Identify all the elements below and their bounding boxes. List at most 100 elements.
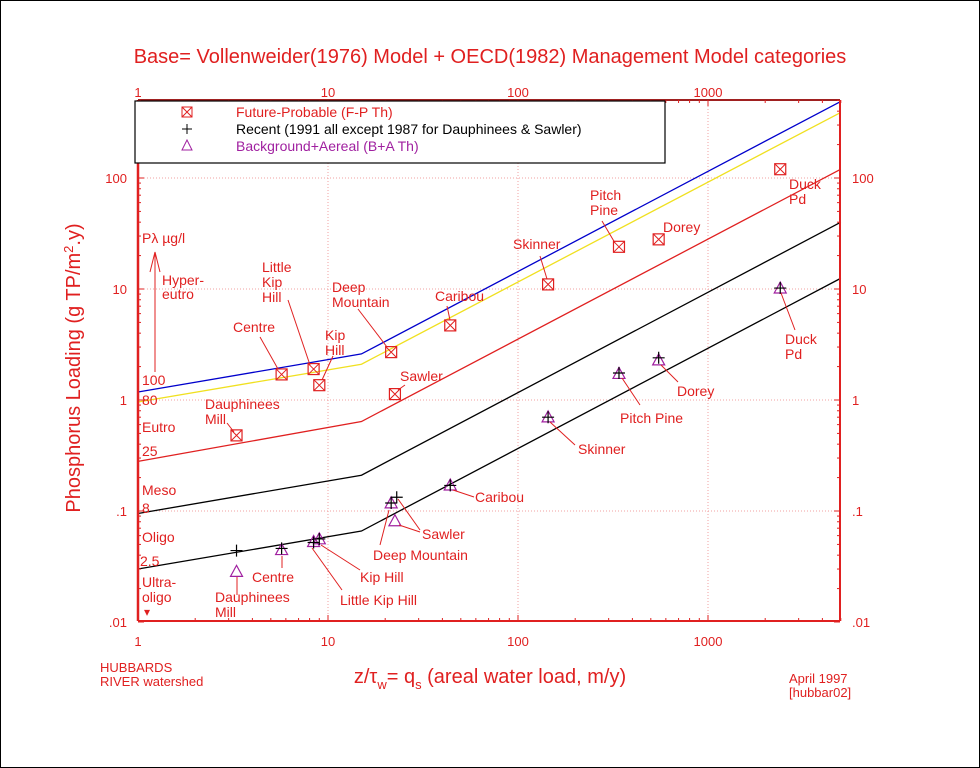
fp-marker xyxy=(385,346,398,359)
x-tick-label-bottom: 100 xyxy=(507,634,529,649)
fp-marker-cross xyxy=(389,388,401,400)
trophic-category-labels: Pλ µg/l Hyper-eutro 100 80 Eutro 25 Meso 8 Oligo… xyxy=(140,230,204,619)
fp-point-label: Duck xyxy=(789,176,822,192)
y-tick-label-right: .01 xyxy=(852,615,870,630)
fp-marker xyxy=(230,429,243,442)
fp-point-label: Kip xyxy=(325,327,345,343)
fp-leader-line xyxy=(539,255,548,280)
ba-point-label: Caribou xyxy=(475,489,524,505)
fp-marker xyxy=(313,379,326,392)
category-label: 80 xyxy=(142,392,158,408)
recent-marker xyxy=(230,544,243,557)
ba-leader-line xyxy=(660,364,679,383)
x-tick-label-bottom: 1 xyxy=(134,634,141,649)
legend-marker-triangle xyxy=(181,138,193,151)
legend-entry-label: Recent (1991 all except 1987 for Dauphin… xyxy=(236,121,582,137)
ba-leader-line xyxy=(549,421,576,446)
ba-point-label: Pitch Pine xyxy=(620,410,683,426)
fp-point-label: Pine xyxy=(590,202,618,218)
watershed-label: HUBBARDS xyxy=(100,660,173,675)
ba-leader-line xyxy=(320,544,361,571)
fp-marker-cross xyxy=(385,346,398,358)
category-label: Oligo xyxy=(142,529,175,545)
x-tick-label-top: 10 xyxy=(321,85,335,100)
model-line xyxy=(137,100,842,393)
ba-leader-line xyxy=(398,524,421,533)
ba-marker xyxy=(274,542,289,556)
watershed-label: RIVER watershed xyxy=(100,674,203,689)
x-tick-label-top: 1 xyxy=(134,85,141,100)
fp-marker-cross xyxy=(444,319,457,332)
chart-title: Base= Vollenweider(1976) Model + OECD(19… xyxy=(134,46,847,68)
fp-leader-line xyxy=(287,299,311,366)
fp-marker xyxy=(774,163,787,176)
legend-entry-label: Background+Aereal (B+A Th) xyxy=(236,138,419,154)
fp-marker-cross xyxy=(542,278,554,291)
fp-marker xyxy=(307,362,320,376)
ba-marker xyxy=(651,352,666,366)
ba-leader-line xyxy=(621,377,641,406)
date-label: [hubbar02] xyxy=(789,685,851,700)
ba-leader-line xyxy=(379,509,390,546)
fp-marker-cross xyxy=(230,429,243,442)
legend-marker-boxed-x xyxy=(181,106,193,118)
legend-entry-label: Future-Probable (F-P Th) xyxy=(236,104,393,120)
fp-leader-line xyxy=(446,305,451,321)
fp-point-label: Kip xyxy=(262,274,282,290)
fp-point-label: Centre xyxy=(233,319,275,335)
ba-leader-line xyxy=(452,489,475,498)
ba-point-label: Little Kip Hill xyxy=(340,592,417,608)
ba-point-label: Kip Hill xyxy=(360,569,404,585)
recent-marker xyxy=(774,282,787,295)
ba-point-label: Deep Mountain xyxy=(373,547,468,563)
fp-leader-line xyxy=(357,308,388,348)
ba-point-label: Skinner xyxy=(578,441,626,457)
model-line xyxy=(137,111,842,403)
ba-point-label: Sawler xyxy=(422,526,465,542)
ba-point-label: Pd xyxy=(785,346,802,362)
recent-marker xyxy=(542,411,555,424)
recent-marker xyxy=(444,479,457,492)
x-tick-label-top: 100 xyxy=(507,85,529,100)
fp-leader-line xyxy=(321,355,334,381)
arrow-up-head xyxy=(149,251,161,273)
ba-point-label: Mill xyxy=(215,604,236,620)
y-tick-label-right: .1 xyxy=(852,504,863,519)
y-tick-label-left: .1 xyxy=(116,504,127,519)
fp-leader-line xyxy=(226,422,235,433)
category-label: Hyper- xyxy=(162,272,204,288)
x-axis-label: z/τw= qs (areal water load, m/y) xyxy=(354,666,626,692)
recent-marker xyxy=(385,497,398,510)
legend-box xyxy=(134,100,666,164)
ba-point-label: Dauphinees xyxy=(215,589,290,605)
model-lines xyxy=(137,100,842,570)
fp-point-label: Little xyxy=(262,259,292,275)
fp-point-label: Hill xyxy=(325,342,344,358)
y-tick-label-left: 10 xyxy=(113,282,127,297)
fp-point-label: Skinner xyxy=(513,236,561,252)
y-tick-label-left: .01 xyxy=(109,615,127,630)
model-line xyxy=(137,221,842,515)
recent-marker xyxy=(275,542,288,555)
date-label: April 1997 xyxy=(789,671,848,686)
fp-point-label: Pitch xyxy=(590,187,621,203)
fp-point-label: Mill xyxy=(205,411,226,427)
ba-leader-line xyxy=(311,547,343,591)
legend: Future-Probable (F-P Th)Recent (1991 all… xyxy=(134,100,666,164)
x-tick-label-bottom: 1000 xyxy=(694,634,723,649)
category-label: 8 xyxy=(142,500,150,516)
fp-marker xyxy=(652,233,665,246)
recent-marker xyxy=(612,367,625,380)
fp-marker-cross xyxy=(307,363,320,375)
fp-marker-cross xyxy=(313,379,326,392)
axes: 1 1 10 10 100 100 1000 1000 .01 .01 .1 .1 1 1 10 10 100 1… xyxy=(105,85,873,649)
fp-marker-cross xyxy=(652,233,665,246)
arrow-down-icon: ▾ xyxy=(144,605,150,619)
y-tick-label-right: 1 xyxy=(852,393,859,408)
y-tick-label-right: 100 xyxy=(852,171,874,186)
category-label: Meso xyxy=(142,482,176,498)
category-label: Eutro xyxy=(142,419,176,435)
recent-marker xyxy=(313,532,326,545)
ba-point-label: Duck xyxy=(785,331,818,347)
